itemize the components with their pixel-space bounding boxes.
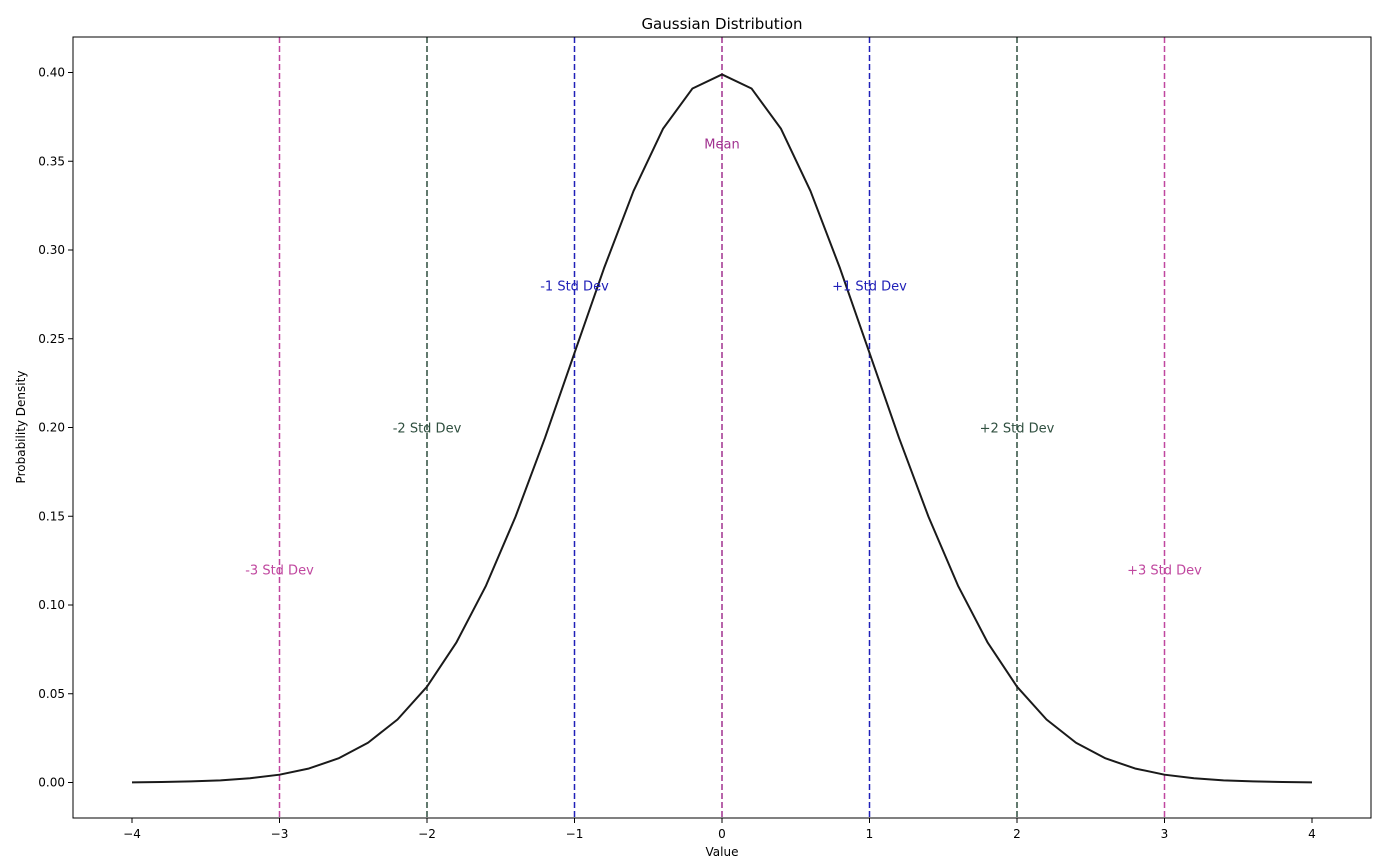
x-tick-label: 0 — [718, 827, 726, 841]
y-tick-label: 0.30 — [38, 243, 65, 257]
y-tick-label: 0.40 — [38, 66, 65, 80]
y-axis-label: Probability Density — [14, 371, 28, 484]
x-tick-label: −3 — [271, 827, 289, 841]
y-tick-label: 0.25 — [38, 332, 65, 346]
x-tick-label: 4 — [1308, 827, 1316, 841]
reference-line-labels: -3 Std Dev -2 Std Dev -1 Std Dev Mean +1 Std… — [245, 138, 1202, 579]
x-tick-label: 3 — [1161, 827, 1169, 841]
x-tick-label: −4 — [123, 827, 141, 841]
y-tick-label: 0.10 — [38, 598, 65, 612]
x-tick-label: −1 — [566, 827, 584, 841]
y-tick-label: 0.35 — [38, 154, 65, 168]
reference-line-label: +3 Std Dev — [1127, 564, 1202, 579]
x-axis-label: Value — [706, 845, 739, 859]
reference-line-label: -2 Std Dev — [393, 422, 462, 437]
series-line — [131, 73, 1313, 784]
x-axis: −4 −3 −2 −1 0 1 2 3 4 — [123, 818, 1316, 841]
chart-title: Gaussian Distribution — [641, 15, 802, 33]
x-tick-label: 1 — [866, 827, 874, 841]
y-axis: 0.00 0.05 0.10 0.15 0.20 0.25 0.30 0.35 0.40 — [38, 66, 73, 790]
y-tick-label: 0.20 — [38, 421, 65, 435]
reference-lines — [278, 37, 1166, 818]
reference-line-label: +2 Std Dev — [980, 422, 1055, 437]
y-tick-label: 0.15 — [38, 509, 65, 523]
reference-line-label: Mean — [704, 138, 739, 153]
y-tick-label: 0.05 — [38, 687, 65, 701]
x-tick-label: −2 — [418, 827, 436, 841]
x-tick-label: 2 — [1013, 827, 1021, 841]
reference-line-label: +1 Std Dev — [832, 280, 907, 295]
reference-line-label: -3 Std Dev — [245, 564, 314, 579]
reference-line-label: -1 Std Dev — [540, 280, 609, 295]
y-tick-label: 0.00 — [38, 776, 65, 790]
series-layer — [131, 73, 1313, 784]
